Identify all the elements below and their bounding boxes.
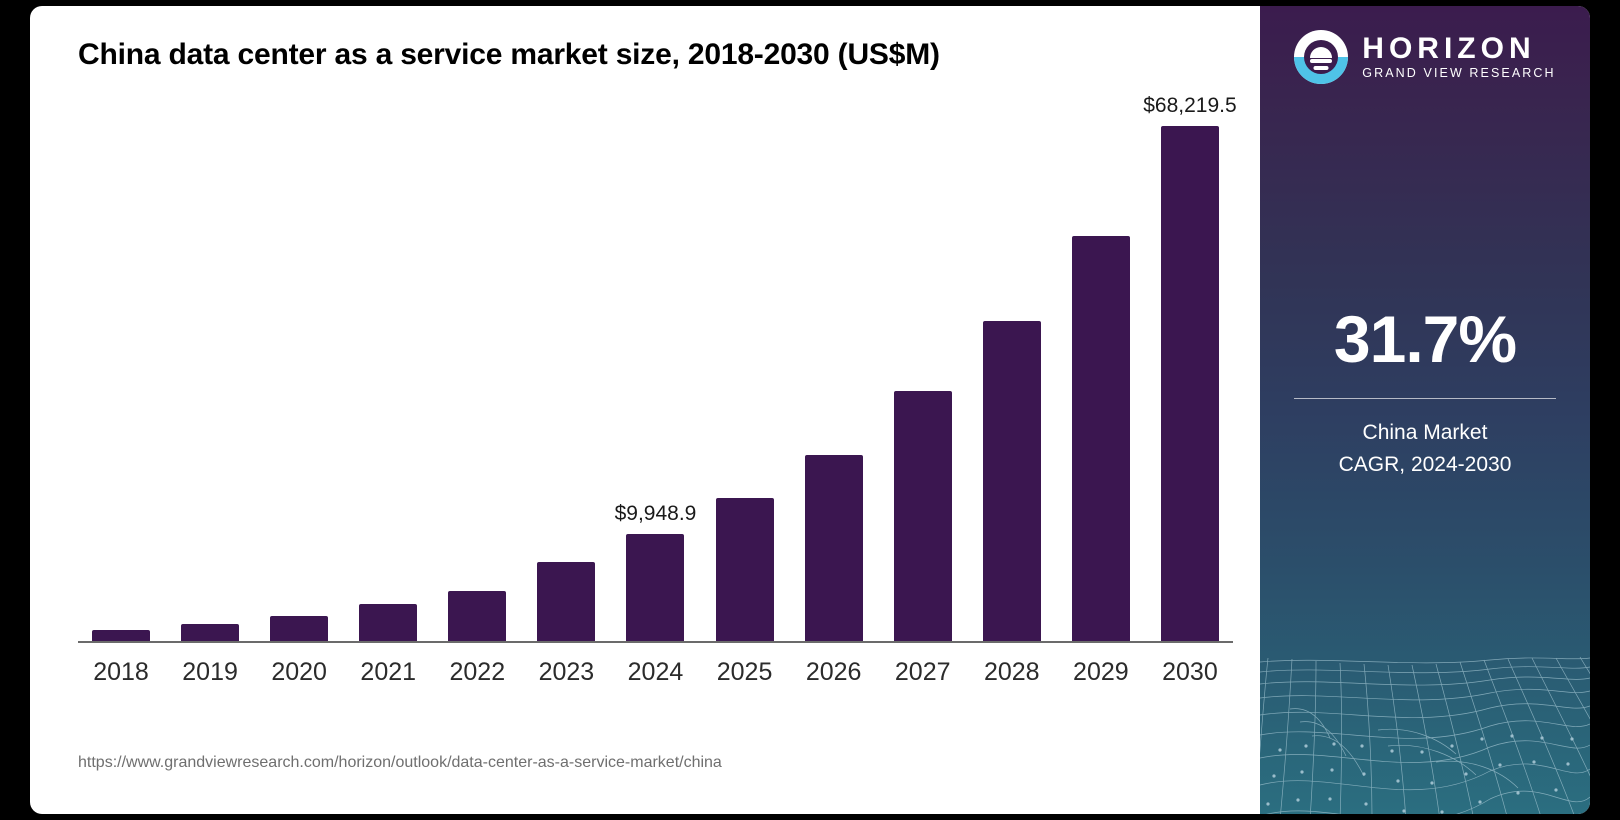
bar[interactable] [715,498,774,641]
cagr-value: 31.7% [1333,302,1517,376]
x-axis-tick-label: 2020 [271,658,327,686]
bar[interactable] [270,616,329,641]
bar[interactable] [1071,235,1130,641]
bar[interactable] [92,630,150,641]
bar-column [349,121,427,641]
perspective-mesh-graphic [1260,656,1590,814]
bar[interactable] [359,604,418,641]
logo-tagline: GRAND VIEW RESEARCH [1362,66,1556,81]
bar-column [82,121,160,641]
logo-word: HORIZON [1362,31,1536,65]
bar[interactable] [804,455,863,641]
x-axis-tick-label: 2026 [805,658,862,686]
horizon-sun-circle-icon [1294,30,1349,84]
x-axis-tick-label: 2029 [1073,658,1129,686]
bar[interactable] [982,320,1041,641]
bar-column: $9,948.9 [614,121,697,641]
bar[interactable] [626,534,685,641]
bar-value-label: $9,948.9 [614,502,697,526]
x-axis-tick-label: 2019 [182,658,238,686]
bar-column [1062,121,1140,641]
bar-value-label: $68,219.5 [1143,94,1237,118]
x-axis-tick-label: 2027 [894,658,951,686]
x-axis-tick-labels: 2018 2019 2020 2021 2022 2023 2024 2025 2026 2027… [78,658,1233,687]
bar[interactable] [1160,126,1219,641]
x-axis-tick-label: 2030 [1162,658,1218,686]
logo-dome-shape [1310,47,1333,58]
bar-series: $9,948.9 $68,219.5 [78,94,1237,641]
page-title: China data center as a service market si… [78,38,940,71]
bar[interactable] [181,623,240,641]
bar[interactable] [537,562,596,641]
bar-column [706,121,784,641]
chart-plot-area: $9,948.9 $68,219.5 2018 2019 2020 2021 2022 20… [78,94,1238,691]
x-axis-tick-label: 2023 [538,658,595,686]
x-axis-tick-label: 2024 [627,658,684,686]
x-axis-tick-label: 2022 [449,658,506,686]
logo-bar-upper [1310,59,1333,63]
bar[interactable] [448,591,507,641]
source-url[interactable]: https://www.grandviewresearch.com/horizo… [78,754,722,771]
cagr-divider [1294,398,1556,399]
chart-card: China data center as a service market si… [30,6,1590,814]
bar-column [527,121,605,641]
x-axis-tick-label: 2025 [716,658,773,686]
bar-column [884,121,962,641]
brand-logo[interactable]: HORIZON GRAND VIEW RESEARCH [1260,30,1590,84]
logo-bar-lower [1313,66,1329,70]
bar-column [260,121,338,641]
bar-column [795,121,873,641]
bar-column [973,121,1051,641]
brand-sidebar: HORIZON GRAND VIEW RESEARCH 31.7% China … [1260,6,1590,814]
cagr-callout: 31.7% China Market CAGR, 2024-2030 [1260,306,1590,480]
bar[interactable] [893,391,952,641]
x-axis-tick-label: 2021 [360,658,417,686]
logo-wordmark: HORIZON GRAND VIEW RESEARCH [1362,33,1555,82]
cagr-caption-period: CAGR, 2024-2030 [1338,452,1512,476]
bar-column [171,121,249,641]
x-axis-tick-label: 2028 [983,658,1040,686]
bar-column [438,121,516,641]
x-axis-line [78,641,1233,643]
bar-column: $68,219.5 [1143,94,1237,641]
logo-inner-circle [1304,40,1339,74]
cagr-caption-market: China Market [1362,421,1488,444]
x-axis-tick-label: 2018 [93,658,149,686]
